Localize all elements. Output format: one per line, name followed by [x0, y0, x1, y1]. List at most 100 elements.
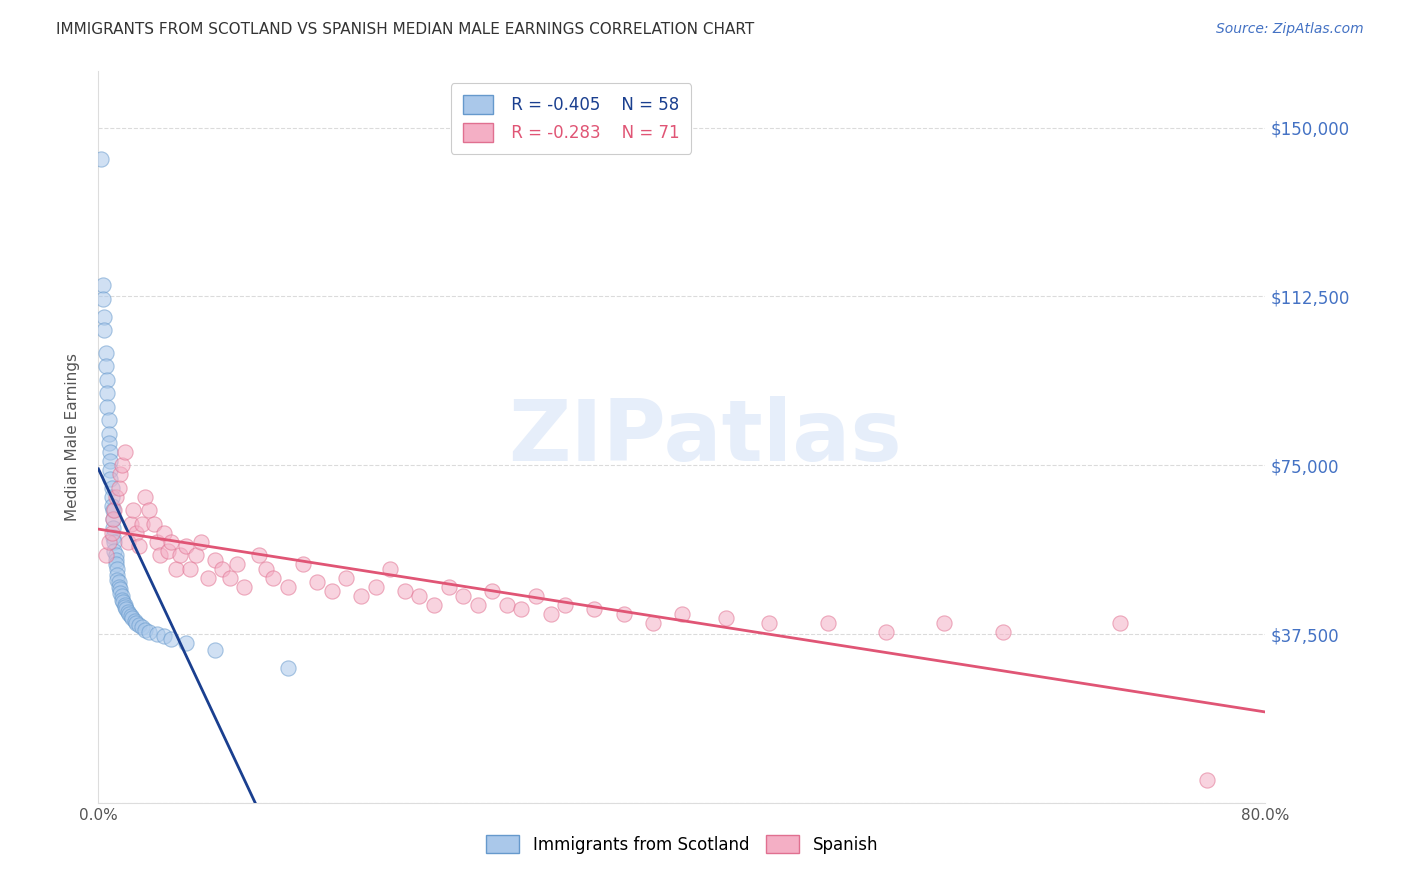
Point [100, 499, 122, 513]
Point [124, 614, 146, 628]
Point [204, 553, 226, 567]
Point [128, 618, 150, 632]
Point [93, 310, 115, 324]
Point [101, 512, 124, 526]
Point [125, 525, 148, 540]
Point [524, 589, 547, 603]
Point [97, 534, 120, 549]
Point [277, 580, 299, 594]
Point [110, 467, 132, 482]
Point [111, 458, 134, 473]
Point [98, 444, 121, 458]
Point [641, 615, 664, 630]
Point [96, 386, 118, 401]
Point [103, 503, 125, 517]
Point [481, 584, 503, 599]
Point [104, 548, 127, 562]
Text: IMMIGRANTS FROM SCOTLAND VS SPANISH MEDIAN MALE EARNINGS CORRELATION CHART: IMMIGRANTS FROM SCOTLAND VS SPANISH MEDI… [56, 22, 755, 37]
Point [108, 481, 131, 495]
Point [934, 615, 956, 630]
Point [510, 602, 533, 616]
Point [291, 558, 314, 572]
Point [111, 593, 134, 607]
Point [90, 152, 112, 166]
Point [101, 521, 124, 535]
Point [101, 512, 124, 526]
Y-axis label: Median Male Earnings: Median Male Earnings [65, 353, 80, 521]
Point [226, 558, 249, 572]
Point [204, 642, 226, 657]
Point [350, 589, 373, 603]
Point [169, 548, 191, 562]
Point [128, 539, 150, 553]
Point [100, 490, 122, 504]
Point [112, 595, 135, 609]
Point [451, 589, 474, 603]
Point [714, 611, 737, 625]
Point [174, 539, 197, 553]
Point [211, 562, 233, 576]
Point [165, 562, 187, 576]
Text: Source: ZipAtlas.com: Source: ZipAtlas.com [1216, 22, 1364, 37]
Point [93, 323, 115, 337]
Point [98, 472, 121, 486]
Point [134, 490, 156, 504]
Point [540, 607, 562, 621]
Point [247, 548, 270, 562]
Point [97, 413, 120, 427]
Point [138, 503, 160, 517]
Point [114, 598, 136, 612]
Point [103, 534, 125, 549]
Point [423, 598, 446, 612]
Point [97, 426, 120, 441]
Point [671, 607, 693, 621]
Point [98, 453, 121, 467]
Point [105, 562, 128, 576]
Point [153, 525, 176, 540]
Point [101, 503, 124, 517]
Point [115, 602, 138, 616]
Point [408, 589, 430, 603]
Point [190, 534, 212, 549]
Point [104, 553, 127, 567]
Point [118, 607, 141, 621]
Point [100, 525, 122, 540]
Point [437, 580, 460, 594]
Point [142, 516, 165, 531]
Point [991, 624, 1014, 639]
Text: ZIPatlas: ZIPatlas [509, 395, 903, 479]
Point [254, 562, 277, 576]
Point [233, 580, 256, 594]
Point [120, 516, 142, 531]
Point [817, 615, 839, 630]
Point [103, 543, 125, 558]
Point [91, 292, 114, 306]
Point [96, 373, 118, 387]
Point [758, 615, 780, 630]
Point [94, 359, 117, 374]
Point [307, 575, 329, 590]
Point [121, 611, 143, 625]
Point [612, 607, 634, 621]
Point [153, 629, 176, 643]
Point [125, 615, 148, 630]
Point [160, 632, 183, 646]
Point [380, 562, 402, 576]
Point [117, 605, 139, 619]
Point [108, 575, 131, 590]
Point [94, 345, 117, 359]
Point [583, 602, 606, 616]
Point [875, 624, 897, 639]
Point [134, 623, 156, 637]
Point [179, 562, 201, 576]
Point [98, 463, 121, 477]
Point [262, 571, 284, 585]
Point [218, 571, 240, 585]
Point [110, 586, 132, 600]
Point [186, 548, 208, 562]
Point [146, 627, 169, 641]
Point [114, 599, 136, 614]
Point [1195, 773, 1218, 788]
Point [100, 481, 122, 495]
Point [111, 589, 134, 603]
